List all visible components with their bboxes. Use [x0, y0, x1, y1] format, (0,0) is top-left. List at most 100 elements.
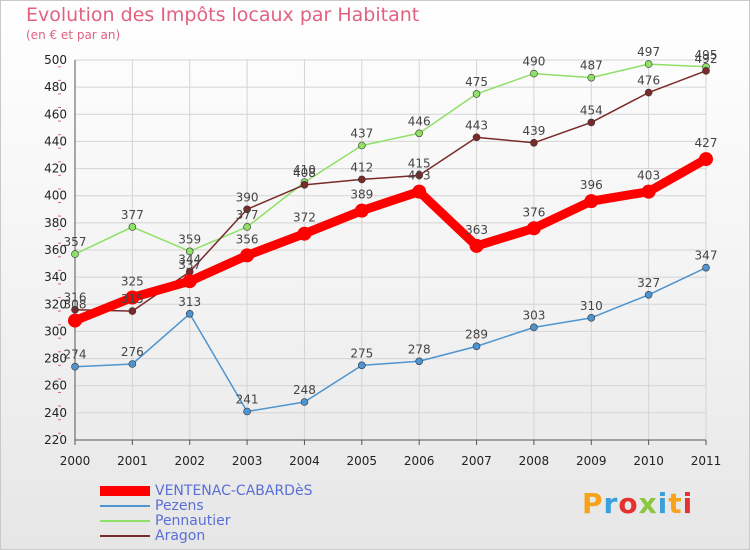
data-point	[71, 305, 79, 314]
legend-label-3: Aragon	[155, 528, 206, 544]
grid	[74, 59, 707, 441]
data-point	[358, 361, 366, 370]
y-tick-label: 260	[44, 379, 67, 393]
data-label: 403	[408, 169, 431, 183]
y-tick-label: 380	[44, 216, 67, 230]
data-point	[185, 247, 194, 256]
data-point	[472, 133, 481, 142]
data-point	[68, 313, 82, 328]
data-point	[297, 226, 312, 241]
x-tick-label: 2009	[576, 454, 607, 468]
data-point	[128, 307, 137, 315]
data-point	[300, 398, 309, 406]
data-label: 390	[236, 190, 259, 204]
data-label: 289	[465, 327, 488, 341]
data-point	[587, 118, 596, 127]
logo-letter: P	[582, 487, 604, 520]
x-tick-label: 2011	[691, 454, 722, 468]
y-tick-label: 240	[44, 406, 67, 420]
data-label: 359	[178, 232, 201, 246]
data-label: 356	[236, 232, 259, 246]
data-label: 415	[408, 156, 431, 170]
data-point	[354, 203, 369, 218]
y-tick-label: 220	[44, 433, 67, 447]
data-label: 327	[637, 276, 660, 290]
series-line-0	[70, 154, 711, 326]
data-label: 446	[408, 114, 431, 128]
data-point	[128, 360, 137, 368]
x-tick-label: 2007	[461, 454, 492, 468]
data-point	[182, 274, 197, 289]
data-point	[469, 238, 484, 253]
data-point	[702, 67, 710, 75]
data-label: 315	[121, 292, 144, 306]
data-point	[300, 181, 309, 189]
data-label: 439	[522, 124, 545, 138]
data-point	[587, 73, 596, 82]
data-label: 376	[522, 205, 545, 219]
x-tick-label: 2002	[174, 454, 205, 468]
series-line-3	[74, 70, 707, 312]
data-label: 377	[236, 208, 259, 222]
legend-swatch-1	[100, 505, 150, 507]
y-tick-label: 500	[44, 53, 67, 67]
data-label: 443	[465, 118, 488, 132]
chart-subtitle: (en € et par an)	[26, 28, 121, 42]
legend-label-2: Pennautier	[155, 513, 231, 529]
legend-label-0: VENTENAC-CABARDèS	[155, 483, 313, 499]
data-label: 241	[236, 393, 259, 407]
y-tick-label: 480	[44, 80, 67, 94]
data-label: 412	[350, 160, 373, 174]
x-tick-label: 2004	[289, 454, 320, 468]
axes: 220 240 260 280 300 320 340 360 380 400 420 440 460 4…	[44, 53, 721, 468]
data-label: 275	[350, 346, 373, 360]
data-point	[243, 407, 251, 416]
data-point	[71, 362, 79, 371]
data-label: 363	[465, 223, 488, 237]
proxiti-logo: Proxiti	[582, 487, 693, 520]
data-point	[702, 263, 710, 272]
data-point	[526, 221, 541, 236]
series-lines	[68, 60, 713, 416]
data-point	[240, 248, 255, 263]
data-point	[358, 175, 366, 184]
legend-swatch-2	[100, 520, 150, 522]
data-point	[415, 357, 423, 366]
logo-letter: r	[603, 487, 619, 520]
data-label: 389	[350, 188, 373, 202]
data-label: 408	[293, 166, 316, 180]
y-tick-label: 400	[44, 189, 67, 203]
data-point	[185, 309, 194, 318]
x-tick-label: 2008	[519, 454, 550, 468]
data-label: 497	[637, 45, 660, 59]
data-label: 313	[178, 295, 201, 309]
data-point	[644, 88, 653, 97]
data-label: 357	[64, 235, 87, 249]
y-tick-label: 280	[44, 352, 67, 366]
legend-swatch-0	[100, 486, 150, 496]
data-label: 476	[637, 74, 660, 88]
data-point	[530, 323, 538, 332]
data-label: 316	[64, 291, 87, 305]
data-point	[699, 152, 713, 167]
data-point	[128, 223, 137, 231]
data-label: 310	[580, 299, 603, 313]
data-point	[530, 69, 538, 78]
data-point	[243, 205, 251, 214]
legend-label-1: Pezens	[155, 498, 204, 514]
chart-title: Evolution des Impôts locaux par Habitant	[26, 4, 420, 26]
data-point	[412, 184, 427, 199]
x-tick-label: 2006	[404, 454, 435, 468]
y-tick-label: 420	[44, 162, 67, 176]
data-label: 372	[293, 211, 316, 225]
legend-swatch-3	[100, 535, 150, 537]
y-tick-label: 460	[44, 107, 67, 121]
data-label: 427	[695, 136, 718, 150]
data-label: 487	[580, 59, 603, 73]
logo-letter: i	[657, 487, 669, 520]
logo-letter: i	[682, 487, 694, 520]
data-point	[641, 184, 656, 199]
data-point	[243, 223, 251, 231]
